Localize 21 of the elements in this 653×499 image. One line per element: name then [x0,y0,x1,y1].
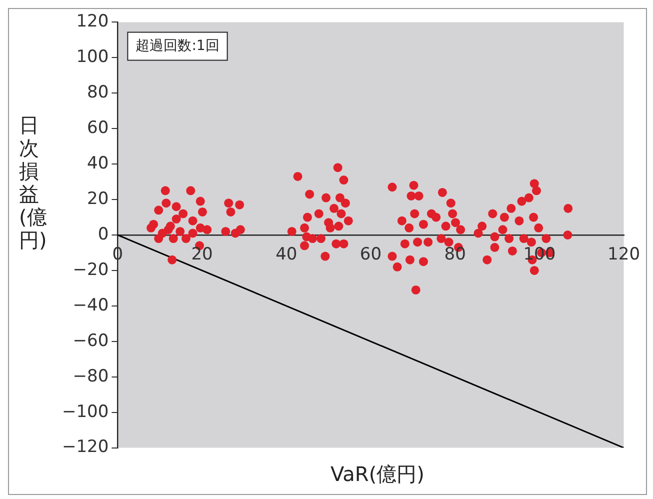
y-tick-label: −60 [72,330,109,351]
y-tick-label: 0 [98,224,109,244]
x-tick-label: 40 [276,244,298,265]
y-tick-label: 100 [76,47,109,68]
y-tick-label: −40 [72,295,109,316]
y-axis-title: 日次損益(億円) [19,113,47,252]
y-tick-label: −120 [62,437,109,458]
y-tick-label: −20 [72,260,109,280]
x-tick-label: 80 [444,244,466,265]
y-tick-label: 120 [76,12,109,32]
x-axis-title: VaR(億円) [330,461,426,488]
y-tick-label: 60 [87,118,109,138]
y-tick-label: −80 [72,366,109,386]
x-tick-label: 60 [360,244,382,265]
y-tick-label: −100 [62,402,109,422]
x-tick-label: 120 [608,244,640,265]
x-tick-label: 20 [191,244,213,265]
annotation: 超過回数:1回 [136,38,220,54]
y-tick-label: 40 [87,153,109,174]
y-tick-label: 80 [87,82,109,103]
y-tick-label: 20 [87,188,109,209]
